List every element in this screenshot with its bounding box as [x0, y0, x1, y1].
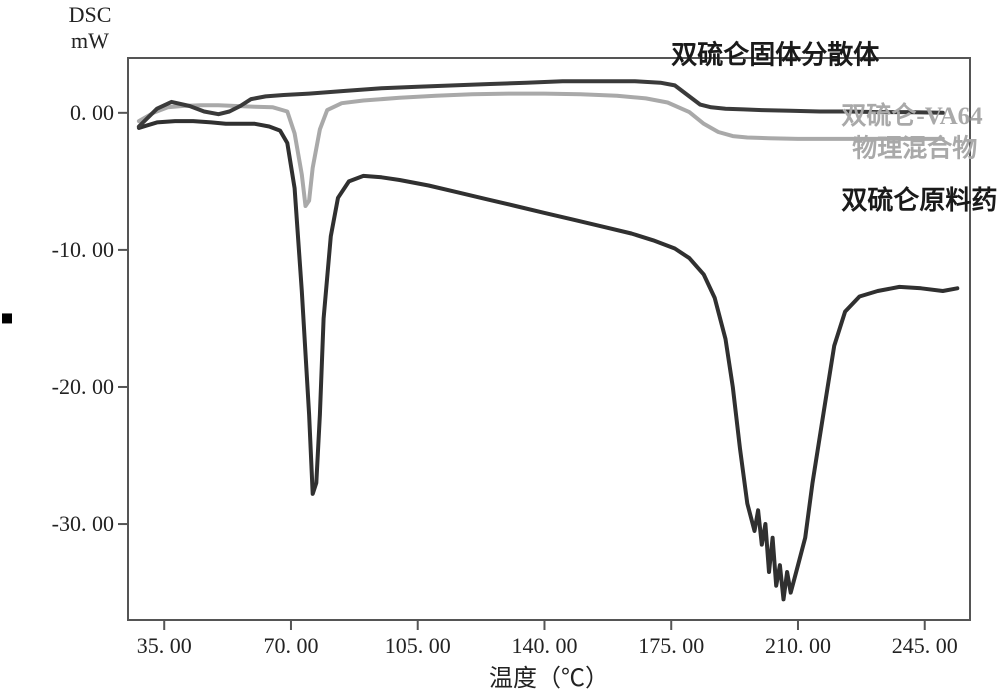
x-tick-label: 105. 00 — [385, 633, 451, 658]
x-tick-label: 210. 00 — [765, 633, 831, 658]
x-tick-label: 245. 00 — [892, 633, 958, 658]
y-tick-label: 0. 00 — [70, 100, 114, 125]
label-solid_dispersion: 双硫仑固体分散体 — [671, 39, 880, 69]
side-marker — [2, 313, 12, 323]
label-api: 双硫仑原料药 — [841, 185, 997, 215]
y-axis-label-dsc: DSC — [69, 2, 112, 27]
x-tick-label: 70. 00 — [263, 633, 318, 658]
y-tick-label: -10. 00 — [52, 237, 114, 262]
y-tick-label: -20. 00 — [52, 374, 114, 399]
label-physical_mixture-line2: 物理混合物 — [852, 134, 977, 163]
label-physical_mixture-line1: 双硫仑-VA64 — [841, 101, 983, 130]
x-tick-label: 140. 00 — [511, 633, 577, 658]
x-tick-label: 35. 00 — [137, 633, 192, 658]
x-tick-label: 175. 00 — [638, 633, 704, 658]
dsc-thermogram-chart: 35. 00 70. 00 105. 00 140. 00 175. 00 210. 00… — [0, 0, 1000, 693]
x-axis-title: 温度（℃） — [489, 665, 609, 692]
y-tick-label: -30. 00 — [52, 511, 114, 536]
y-axis-label-mw: mW — [71, 28, 109, 53]
chart-svg: 35. 00 70. 00 105. 00 140. 00 175. 00 210. 00… — [0, 0, 1000, 693]
